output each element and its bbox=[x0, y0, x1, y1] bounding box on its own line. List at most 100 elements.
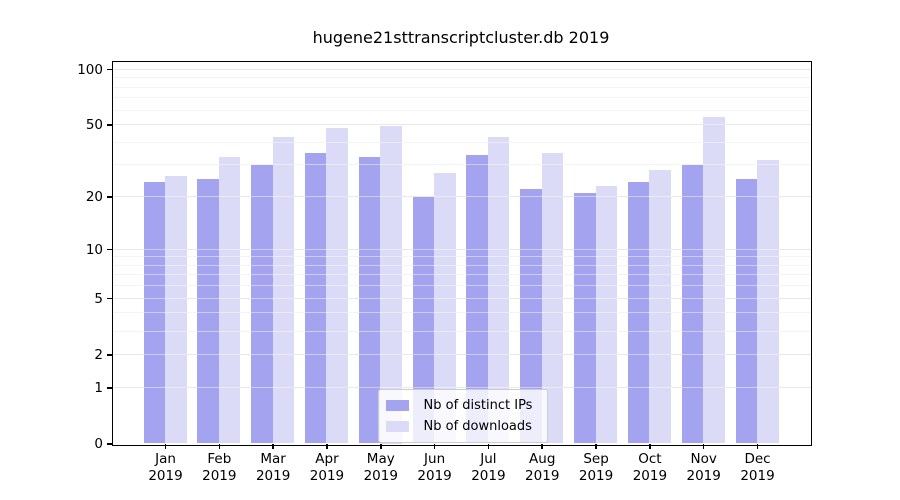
x-tick-label-dec: Dec 2019 bbox=[728, 451, 788, 485]
bar-dec-distinct-ips bbox=[735, 179, 758, 444]
gridline-overlay-70 bbox=[112, 97, 811, 99]
bar-jun-distinct-ips bbox=[412, 196, 435, 444]
bar-may-downloads bbox=[380, 126, 402, 444]
x-tick-label-year: 2019 bbox=[740, 468, 775, 484]
x-tick-label-month: Oct bbox=[638, 451, 662, 467]
bar-nov-downloads bbox=[703, 116, 725, 444]
gridline-minor-4 bbox=[112, 312, 811, 314]
gridline-overlay-40 bbox=[112, 141, 811, 143]
x-tick-label-year: 2019 bbox=[578, 468, 614, 484]
x-tick-label-may: May 2019 bbox=[351, 451, 411, 485]
x-tick-label-mar: Mar 2019 bbox=[243, 451, 303, 485]
x-tick-label-apr: Apr 2019 bbox=[297, 451, 357, 485]
gridline-overlay-50 bbox=[112, 124, 811, 126]
gridline-overlay-6 bbox=[112, 285, 811, 287]
x-tick-mark-feb bbox=[218, 444, 221, 449]
bar-oct-downloads bbox=[649, 170, 671, 444]
y-tick-mark-5 bbox=[106, 297, 112, 300]
gridline-minor-3 bbox=[112, 330, 811, 332]
chart-title: hugene21sttranscriptcluster.db 2019 bbox=[312, 28, 610, 47]
x-tick-mark-may bbox=[380, 444, 382, 449]
x-tick-label-year: 2019 bbox=[632, 468, 668, 484]
gridline-major-100 bbox=[112, 68, 811, 70]
bar-feb-distinct-ips bbox=[197, 179, 219, 444]
x-tick-label-month: Jul bbox=[480, 451, 497, 467]
x-tick-label-jan: Jan 2019 bbox=[136, 451, 196, 485]
x-tick-mark-jul bbox=[487, 444, 490, 449]
y-tick-label-5: 5 bbox=[94, 290, 103, 307]
x-tick-mark-jan bbox=[164, 444, 167, 449]
bar-mar-downloads bbox=[272, 136, 295, 444]
bar-oct-distinct-ips bbox=[627, 182, 650, 444]
x-tick-label-month: May bbox=[366, 451, 395, 467]
x-tick-mark-nov bbox=[702, 444, 705, 449]
x-tick-label-month: Nov bbox=[690, 451, 717, 467]
x-tick-mark-mar bbox=[272, 444, 274, 449]
gridline-major-5 bbox=[112, 297, 811, 299]
x-tick-label-year: 2019 bbox=[525, 468, 560, 484]
gridline-minor-6 bbox=[112, 285, 811, 287]
bar-jan-downloads bbox=[165, 176, 187, 444]
x-tick-label-year: 2019 bbox=[202, 468, 237, 484]
grid-over-layer bbox=[112, 62, 811, 445]
bar-sep-downloads bbox=[595, 185, 618, 444]
gridline-minor-80 bbox=[112, 86, 811, 88]
x-tick-label-year: 2019 bbox=[255, 468, 291, 484]
y-tick-mark-10 bbox=[106, 248, 112, 251]
x-tick-label-jul: Jul 2019 bbox=[458, 451, 518, 485]
y-tick-label-20: 20 bbox=[85, 189, 103, 206]
x-tick-label-year: 2019 bbox=[417, 468, 452, 484]
y-tick-mark-2 bbox=[106, 354, 112, 356]
x-tick-label-year: 2019 bbox=[309, 468, 345, 484]
gridline-minor-7 bbox=[112, 274, 811, 276]
bar-aug-downloads bbox=[541, 152, 564, 444]
bar-dec-downloads bbox=[757, 159, 779, 444]
gridline-overlay-90 bbox=[112, 77, 811, 79]
x-tick-mark-dec bbox=[756, 444, 759, 449]
gridline-overlay-100 bbox=[112, 68, 811, 70]
y-tick-label-100: 100 bbox=[77, 61, 103, 78]
x-tick-label-sep: Sep 2019 bbox=[566, 451, 626, 485]
bar-may-distinct-ips bbox=[358, 157, 381, 444]
gridline-overlay-4 bbox=[112, 312, 811, 314]
bar-jun-downloads bbox=[434, 173, 456, 444]
x-tick-label-feb: Feb 2019 bbox=[189, 451, 249, 485]
gridline-major-2 bbox=[112, 353, 811, 355]
x-tick-label-jun: Jun 2019 bbox=[405, 451, 465, 485]
x-tick-label-year: 2019 bbox=[686, 468, 721, 484]
x-tick-label-month: Sep bbox=[583, 451, 609, 467]
gridline-minor-9 bbox=[112, 256, 811, 258]
x-tick-mark-aug bbox=[541, 444, 543, 449]
gridline-overlay-60 bbox=[112, 109, 811, 111]
x-tick-mark-sep bbox=[595, 444, 597, 449]
y-tick-mark-20 bbox=[106, 196, 112, 198]
x-tick-label-month: Jan bbox=[155, 451, 176, 467]
bars-layer bbox=[113, 62, 811, 445]
plot-area: Nb of distinct IPs Nb of downloads bbox=[111, 60, 812, 446]
legend-item-distinct-ips: Nb of distinct IPs bbox=[385, 397, 539, 414]
x-tick-label-month: Dec bbox=[744, 451, 771, 467]
legend-label: Nb of distinct IPs bbox=[423, 397, 533, 413]
y-tick-mark-0 bbox=[106, 443, 112, 445]
x-tick-label-month: Jun bbox=[424, 451, 446, 467]
legend-item-downloads: Nb of downloads bbox=[385, 419, 539, 435]
y-tick-mark-1 bbox=[106, 387, 112, 389]
gridline-overlay-5 bbox=[112, 297, 811, 299]
y-tick-label-2: 2 bbox=[94, 346, 103, 363]
gridline-overlay-20 bbox=[112, 196, 811, 198]
gridline-overlay-8 bbox=[112, 264, 811, 266]
gridline-minor-90 bbox=[112, 77, 811, 79]
y-tick-mark-50 bbox=[106, 124, 112, 126]
gridline-minor-30 bbox=[112, 164, 811, 166]
y-tick-label-50: 50 bbox=[85, 117, 103, 134]
x-tick-label-year: 2019 bbox=[471, 468, 506, 484]
x-tick-label-year: 2019 bbox=[363, 468, 398, 484]
x-tick-label-month: Aug bbox=[529, 451, 556, 467]
x-tick-label-month: Feb bbox=[207, 451, 232, 467]
legend-swatch-downloads bbox=[385, 420, 409, 433]
gridline-minor-70 bbox=[112, 97, 811, 99]
bar-apr-distinct-ips bbox=[304, 152, 327, 444]
gridline-overlay-10 bbox=[112, 248, 811, 250]
bar-jul-distinct-ips bbox=[466, 155, 488, 444]
bar-feb-downloads bbox=[218, 157, 241, 444]
